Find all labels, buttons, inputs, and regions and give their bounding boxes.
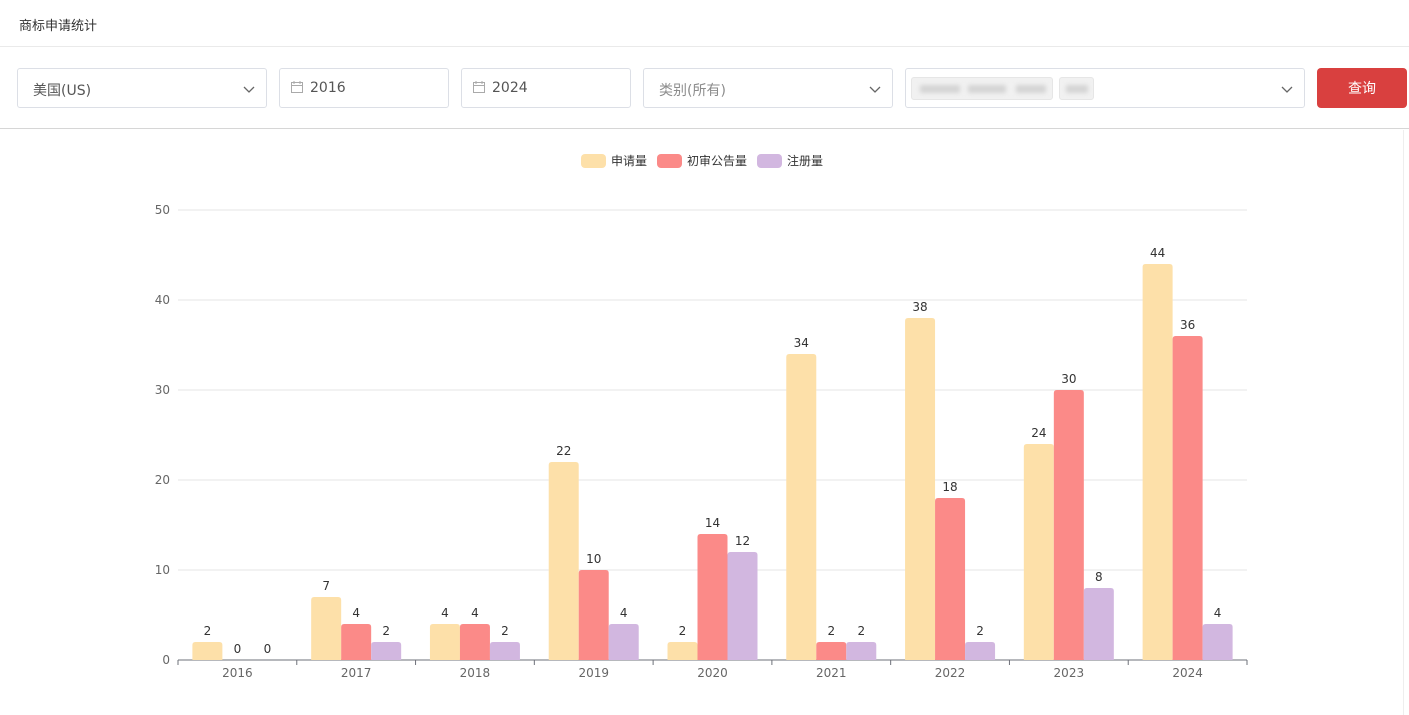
redacted-text xyxy=(920,85,960,93)
data-label: 2 xyxy=(857,624,865,638)
bar xyxy=(429,624,460,660)
selected-tag[interactable] xyxy=(911,77,1053,100)
bar xyxy=(1202,624,1233,660)
legend-swatch xyxy=(757,154,782,168)
x-tick-label: 2017 xyxy=(341,666,372,680)
bar xyxy=(905,318,936,660)
data-label: 2 xyxy=(204,624,212,638)
bar xyxy=(459,624,490,660)
x-tick-label: 2021 xyxy=(816,666,847,680)
top-bar: 商标申请统计 xyxy=(0,0,1409,47)
data-label: 4 xyxy=(620,606,628,620)
bar xyxy=(608,624,639,660)
end-year-value: 2024 xyxy=(492,80,528,96)
start-year-value: 2016 xyxy=(310,80,346,96)
data-label: 24 xyxy=(1031,426,1046,440)
chevron-down-icon xyxy=(869,86,881,93)
x-tick-label: 2022 xyxy=(935,666,966,680)
y-tick-label: 40 xyxy=(155,293,170,307)
y-tick-label: 0 xyxy=(162,653,170,667)
data-label: 44 xyxy=(1150,246,1165,260)
bar xyxy=(816,642,847,660)
bar xyxy=(1172,336,1203,660)
redacted-text xyxy=(1066,85,1088,93)
legend-swatch xyxy=(581,154,606,168)
x-tick-label: 2024 xyxy=(1172,666,1203,680)
data-label: 4 xyxy=(1214,606,1222,620)
x-tick-label: 2023 xyxy=(1054,666,1085,680)
data-label: 2 xyxy=(501,624,509,638)
bar xyxy=(311,597,342,660)
chevron-down-icon xyxy=(1281,86,1293,93)
data-label: 2 xyxy=(827,624,835,638)
calendar-icon xyxy=(291,81,303,93)
data-label: 4 xyxy=(471,606,479,620)
bar xyxy=(489,642,520,660)
legend-swatch xyxy=(657,154,682,168)
country-select-value: 美国(US) xyxy=(33,83,92,99)
legend-label: 注册量 xyxy=(787,153,823,168)
bar xyxy=(667,642,698,660)
y-tick-label: 30 xyxy=(155,383,170,397)
selected-tag[interactable] xyxy=(1059,77,1094,100)
bar xyxy=(727,552,758,660)
bar xyxy=(548,462,579,660)
bar xyxy=(965,642,996,660)
y-tick-label: 50 xyxy=(155,203,170,217)
country-select[interactable]: 美国(US) xyxy=(17,68,267,108)
bar xyxy=(935,498,966,660)
legend-label: 申请量 xyxy=(611,154,647,168)
filter-bar: 美国(US) 2016 2024 类别(所有) xyxy=(0,48,1409,129)
x-tick-label: 2018 xyxy=(460,666,491,680)
x-tick-label: 2016 xyxy=(222,666,253,680)
data-label: 4 xyxy=(352,606,360,620)
data-label: 0 xyxy=(234,642,242,656)
y-tick-label: 20 xyxy=(155,473,170,487)
data-label: 2 xyxy=(976,624,984,638)
category-select[interactable]: 类别(所有) xyxy=(643,68,893,108)
divider xyxy=(1403,130,1404,715)
bar xyxy=(1023,444,1054,660)
data-label: 7 xyxy=(322,579,330,593)
bar xyxy=(846,642,877,660)
bar xyxy=(578,570,609,660)
data-label: 2 xyxy=(382,624,390,638)
y-tick-label: 10 xyxy=(155,563,170,577)
bar xyxy=(786,354,817,660)
data-label: 2 xyxy=(679,624,687,638)
legend-label: 初审公告量 xyxy=(687,153,747,168)
bar xyxy=(371,642,402,660)
bar xyxy=(341,624,372,660)
calendar-icon xyxy=(473,81,485,93)
data-label: 22 xyxy=(556,444,571,458)
query-button[interactable]: 查询 xyxy=(1317,68,1407,108)
x-tick-label: 2020 xyxy=(697,666,728,680)
data-label: 8 xyxy=(1095,570,1103,584)
data-label: 14 xyxy=(705,516,720,530)
data-label: 12 xyxy=(735,534,750,548)
page-title: 商标申请统计 xyxy=(19,19,98,34)
data-label: 10 xyxy=(586,552,601,566)
redacted-text xyxy=(968,85,1006,93)
end-year-picker[interactable]: 2024 xyxy=(461,68,631,108)
bar xyxy=(1083,588,1114,660)
data-label: 0 xyxy=(264,642,272,656)
x-tick-label: 2019 xyxy=(578,666,609,680)
data-label: 34 xyxy=(794,336,809,350)
applicant-multi-select[interactable] xyxy=(905,68,1305,108)
chevron-down-icon xyxy=(243,86,255,93)
data-label: 38 xyxy=(912,300,927,314)
start-year-picker[interactable]: 2016 xyxy=(279,68,449,108)
redacted-text xyxy=(1016,85,1046,93)
data-label: 30 xyxy=(1061,372,1076,386)
bar xyxy=(192,642,223,660)
data-label: 4 xyxy=(441,606,449,620)
data-label: 18 xyxy=(942,480,957,494)
bar xyxy=(1142,264,1173,660)
bar xyxy=(1053,390,1084,660)
data-label: 36 xyxy=(1180,318,1195,332)
bar xyxy=(697,534,728,660)
category-select-placeholder: 类别(所有) xyxy=(659,83,726,99)
